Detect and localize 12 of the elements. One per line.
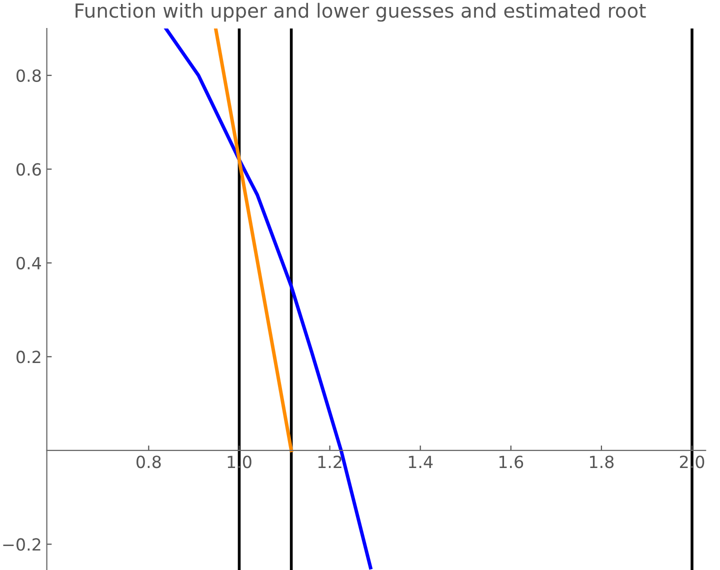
y-tick-label: 0.4 [16,256,42,270]
x-tick-label: 1.8 [590,456,614,468]
x-tick-label: 0.8 [136,456,161,468]
x-tick-label: 1.2 [318,456,342,468]
x-tick-label: 1.4 [408,456,433,468]
chart-title: Function with upper and lower guesses and estimated root [76,2,646,22]
y-tick-label: 0.6 [16,163,41,176]
y-tick-label: 0.2 [16,350,40,364]
line-series [164,28,372,570]
x-tick-label: 1.6 [499,456,524,468]
y-tick-label: 0.8 [16,69,41,82]
y-tick-label: −0.2 [3,538,40,551]
